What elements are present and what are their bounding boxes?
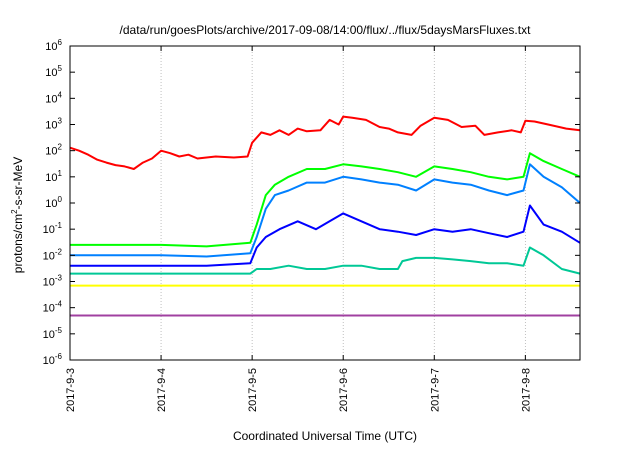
- y-axis-label-sup: 2: [10, 209, 19, 214]
- y-axis-label-main: protons/cm: [11, 214, 25, 273]
- series-line-3: [70, 163, 581, 258]
- x-tick-label: 2017-9-6: [338, 368, 350, 412]
- y-tick-label: 10-3: [43, 274, 63, 289]
- x-tick-label: 2017-9-8: [520, 368, 532, 412]
- y-tick-label: 10-2: [43, 247, 63, 262]
- series-line-2: [70, 152, 581, 248]
- series-group: [69, 115, 581, 317]
- y-tick-label: 106: [45, 38, 62, 53]
- series-line-1: [69, 115, 581, 170]
- series-line-4: [70, 204, 581, 267]
- chart-title: /data/run/goesPlots/archive/2017-09-08/1…: [120, 23, 532, 37]
- y-tick-label: 105: [45, 64, 62, 79]
- grid: [160, 46, 526, 360]
- y-tick-label: 10-6: [43, 352, 63, 367]
- plot-frame: [69, 45, 581, 361]
- y-tick-label: 100: [45, 195, 62, 210]
- x-tick-label: 2017-9-7: [429, 368, 441, 412]
- y-axis-label: protons/cm2-s-sr-MeV: [10, 157, 25, 273]
- y-tick-label: 102: [45, 143, 62, 158]
- y-axis-ticks: 10-6 10-5 10-4 10-3 10-2 10-1 100 101 102 103 104 1…: [43, 38, 580, 367]
- x-tick-label: 2017-9-3: [65, 368, 77, 412]
- y-tick-label: 10-1: [43, 221, 63, 236]
- y-tick-label: 104: [45, 90, 62, 105]
- y-tick-label: 10-5: [43, 326, 63, 341]
- x-tick-label: 2017-9-5: [247, 368, 259, 412]
- series-line-5: [70, 246, 581, 275]
- y-axis-label-rest: -s-sr-MeV: [11, 157, 25, 210]
- y-tick-label: 103: [45, 117, 62, 132]
- x-axis-label: Coordinated Universal Time (UTC): [233, 429, 417, 443]
- y-tick-label: 101: [45, 169, 62, 184]
- y-tick-label: 10-4: [43, 300, 63, 315]
- x-axis-ticks: 2017-9-3 2017-9-4 2017-9-5 2017-9-6 2017-9-7…: [65, 46, 532, 412]
- x-tick-label: 2017-9-4: [156, 368, 168, 412]
